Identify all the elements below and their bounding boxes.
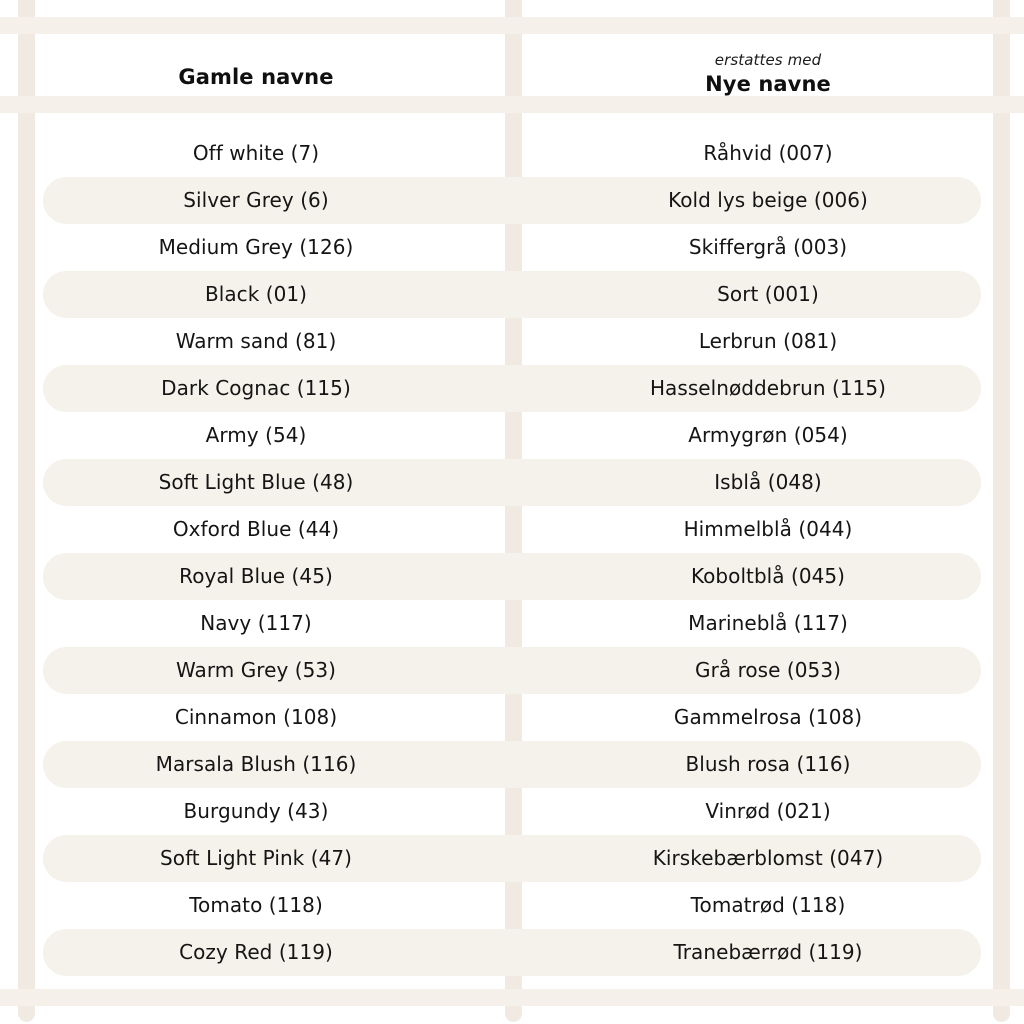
old-name-cell: Warm sand (81) [175, 329, 337, 353]
new-name-cell: Råhvid (007) [703, 141, 833, 165]
row-stripe [43, 271, 981, 318]
new-name-cell: Grå rose (053) [695, 658, 841, 682]
table-row: Cinnamon (108) Gammelrosa (108) [0, 694, 1024, 741]
new-name-cell: Blush rosa (116) [685, 752, 851, 776]
new-name-cell: Tomatrød (118) [690, 893, 846, 917]
new-name-cell: Marineblå (117) [688, 611, 848, 635]
replaced-by-label: erstattes med [714, 51, 822, 70]
old-name-cell: Soft Light Pink (47) [160, 846, 352, 870]
new-name-cell: Tranebærrød (119) [673, 940, 863, 964]
old-name-cell: Cozy Red (119) [179, 940, 333, 964]
table-row: Warm sand (81) Lerbrun (081) [0, 318, 1024, 365]
old-name-cell: Dark Cognac (115) [161, 376, 351, 400]
table-header-row: Gamle navne erstattes med Nye navne [0, 34, 1024, 96]
table-row: Warm Grey (53) Grå rose (053) [0, 647, 1024, 694]
table-row: Marsala Blush (116) Blush rosa (116) [0, 741, 1024, 788]
old-name-cell: Off white (7) [192, 141, 320, 165]
table-row: Soft Light Blue (48) Isblå (048) [0, 459, 1024, 506]
new-name-cell: Isblå (048) [714, 470, 822, 494]
old-name-cell: Soft Light Blue (48) [158, 470, 354, 494]
new-name-cell: Skiffergrå (003) [688, 235, 848, 259]
table-row: Tomato (118) Tomatrød (118) [0, 882, 1024, 929]
row-stripe [43, 835, 981, 882]
old-name-cell: Royal Blue (45) [179, 564, 333, 588]
old-name-cell: Tomato (118) [189, 893, 323, 917]
row-stripe [43, 459, 981, 506]
new-name-cell: Himmelblå (044) [683, 517, 853, 541]
table-row: Army (54) Armygrøn (054) [0, 412, 1024, 459]
row-stripe [43, 741, 981, 788]
new-name-cell: Kirskebærblomst (047) [652, 846, 884, 870]
new-name-cell: Hasselnøddebrun (115) [649, 376, 887, 400]
row-stripe [43, 177, 981, 224]
old-names-column-title: Gamle navne [178, 64, 334, 89]
new-name-cell: Koboltblå (045) [690, 564, 846, 588]
row-stripe [43, 929, 981, 976]
new-name-cell: Sort (001) [717, 282, 819, 306]
old-name-cell: Navy (117) [200, 611, 312, 635]
table-row: Burgundy (43) Vinrød (021) [0, 788, 1024, 835]
row-stripe [43, 365, 981, 412]
table-header-old-names: Gamle navne [0, 34, 512, 96]
table-header-new-names: erstattes med Nye navne [512, 34, 1024, 96]
table-row: Silver Grey (6) Kold lys beige (006) [0, 177, 1024, 224]
new-name-cell: Gammelrosa (108) [673, 705, 863, 729]
table-row: Dark Cognac (115) Hasselnøddebrun (115) [0, 365, 1024, 412]
table-row: Off white (7) Råhvid (007) [0, 130, 1024, 177]
old-name-cell: Army (54) [205, 423, 307, 447]
new-name-cell: Lerbrun (081) [698, 329, 838, 353]
old-name-cell: Medium Grey (126) [158, 235, 354, 259]
new-name-cell: Armygrøn (054) [688, 423, 848, 447]
row-stripe [43, 553, 981, 600]
old-name-cell: Marsala Blush (116) [155, 752, 357, 776]
old-name-cell: Burgundy (43) [183, 799, 329, 823]
new-name-cell: Vinrød (021) [705, 799, 831, 823]
old-name-cell: Warm Grey (53) [176, 658, 336, 682]
table-row: Cozy Red (119) Tranebærrød (119) [0, 929, 1024, 976]
table-row: Navy (117) Marineblå (117) [0, 600, 1024, 647]
old-name-cell: Oxford Blue (44) [172, 517, 340, 541]
old-name-cell: Cinnamon (108) [174, 705, 338, 729]
table-row: Royal Blue (45) Koboltblå (045) [0, 553, 1024, 600]
row-stripe [43, 647, 981, 694]
old-name-cell: Silver Grey (6) [183, 188, 329, 212]
table-row: Soft Light Pink (47) Kirskebærblomst (047… [0, 835, 1024, 882]
new-names-column-title: Nye navne [705, 71, 831, 96]
table-row: Oxford Blue (44) Himmelblå (044) [0, 506, 1024, 553]
table-row: Medium Grey (126) Skiffergrå (003) [0, 224, 1024, 271]
table-row: Black (01) Sort (001) [0, 271, 1024, 318]
table-body: Off white (7) Råhvid (007) Silver Grey (6)… [0, 130, 1024, 976]
new-name-cell: Kold lys beige (006) [668, 188, 868, 212]
old-name-cell: Black (01) [204, 282, 308, 306]
